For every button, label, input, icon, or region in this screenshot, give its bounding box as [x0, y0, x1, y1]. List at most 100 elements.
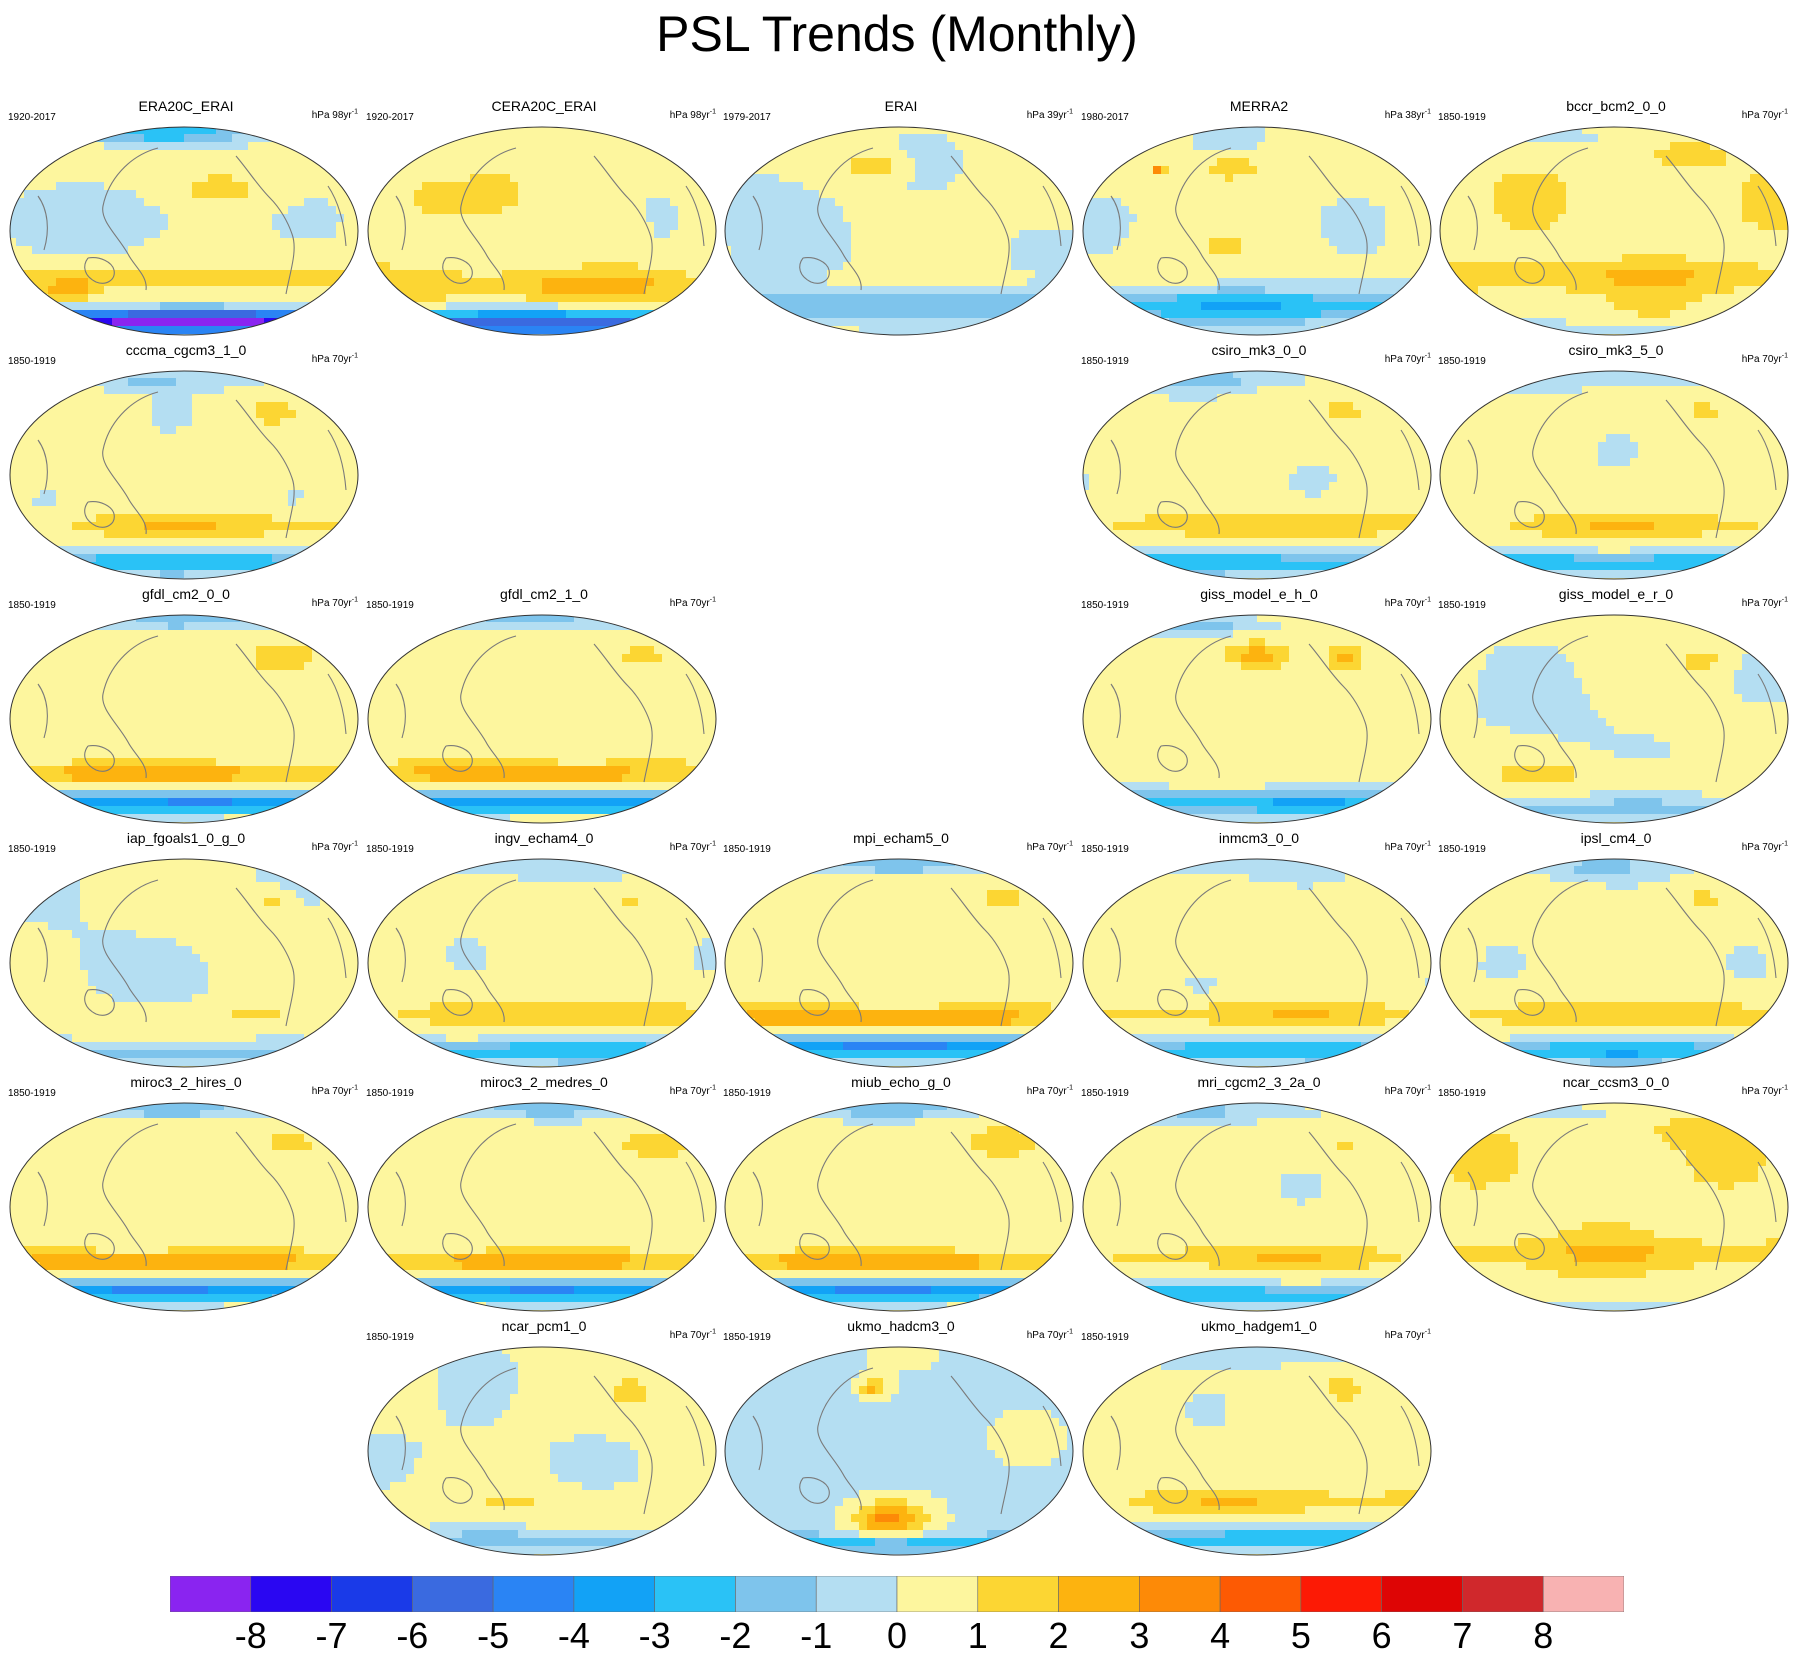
trend-map	[1439, 370, 1789, 580]
trend-field	[10, 859, 358, 1067]
colorbar-swatch	[654, 1575, 736, 1613]
trend-map	[367, 614, 717, 824]
panel-period: 1850-1919	[1081, 1332, 1129, 1344]
map-border	[9, 1102, 359, 1312]
map-border	[1082, 1102, 1432, 1312]
map-panel-ukmo_hadgem1_0: ukmo_hadgem1_0 1850-1919 hPa 70yr-1	[1081, 1318, 1437, 1556]
chart-title: PSL Trends (Monthly)	[0, 4, 1794, 64]
map-panel-mpi_echam5_0: mpi_echam5_0 1850-1919 hPa 70yr-1	[723, 830, 1079, 1068]
panel-units: hPa 70yr-1	[312, 597, 358, 610]
panel-units: hPa 70yr-1	[670, 1329, 716, 1342]
colorbar-tick-label: -1	[776, 1614, 856, 1658]
panel-title: gfdl_cm2_1_0	[366, 586, 722, 602]
panel-period: 1920-2017	[366, 112, 414, 124]
map-border	[9, 126, 359, 336]
trend-map	[1082, 1102, 1432, 1312]
colorbar-swatch	[1462, 1575, 1544, 1613]
panel-units: hPa 70yr-1	[1385, 353, 1431, 366]
map-panel-gfdl_cm2_0_0: gfdl_cm2_0_0 1850-1919 hPa 70yr-1	[8, 586, 364, 824]
panel-title: giss_model_e_h_0	[1081, 586, 1437, 602]
map-border	[724, 1346, 1074, 1556]
panel-title: ERA20C_ERAI	[8, 98, 364, 114]
colorbar-tick-label: -6	[372, 1614, 452, 1658]
trend-map	[9, 1102, 359, 1312]
panel-units: hPa 70yr-1	[1742, 841, 1788, 854]
panel-title: ncar_ccsm3_0_0	[1438, 1074, 1794, 1090]
colorbar-swatch	[1542, 1575, 1625, 1613]
panel-units: hPa 70yr-1	[1385, 1085, 1431, 1098]
trend-map	[1439, 858, 1789, 1068]
panel-period: 1850-1919	[8, 356, 56, 368]
colorbar-swatch	[492, 1575, 575, 1613]
panel-period: 1850-1919	[723, 1088, 771, 1100]
panel-units: hPa 38yr-1	[1385, 109, 1431, 122]
panel-units: hPa 70yr-1	[1742, 597, 1788, 610]
panel-title: miroc3_2_hires_0	[8, 1074, 364, 1090]
panel-units: hPa 98yr-1	[312, 109, 358, 122]
map-border	[367, 1346, 717, 1556]
panel-title: gfdl_cm2_0_0	[8, 586, 364, 602]
map-border	[9, 858, 359, 1068]
colorbar-tick-label: -8	[211, 1614, 291, 1658]
map-border	[367, 126, 717, 336]
map-panel-ncar_ccsm3_0_0: ncar_ccsm3_0_0 1850-1919 hPa 70yr-1	[1438, 1074, 1794, 1312]
map-border	[367, 858, 717, 1068]
panel-period: 1850-1919	[723, 1332, 771, 1344]
panel-title: ukmo_hadcm3_0	[723, 1318, 1079, 1334]
panel-period: 1850-1919	[1438, 844, 1486, 856]
panel-period: 1850-1919	[1438, 112, 1486, 124]
map-panel-inmcm3_0_0: inmcm3_0_0 1850-1919 hPa 70yr-1	[1081, 830, 1437, 1068]
map-panel-ncar_pcm1_0: ncar_pcm1_0 1850-1919 hPa 70yr-1	[366, 1318, 722, 1556]
panel-units: hPa 98yr-1	[670, 109, 716, 122]
colorbar	[169, 1575, 1625, 1613]
trend-map	[367, 1346, 717, 1556]
colorbar-tick-label: 2	[1019, 1614, 1099, 1658]
map-border	[1439, 370, 1789, 580]
colorbar-swatch	[250, 1575, 332, 1613]
map-panel-giss_model_e_h_0: giss_model_e_h_0 1850-1919 hPa 70yr-1	[1081, 586, 1437, 824]
panel-units: hPa 70yr-1	[1027, 841, 1073, 854]
trend-map	[1439, 126, 1789, 336]
map-panel-ingv_echam4_0: ingv_echam4_0 1850-1919 hPa 70yr-1	[366, 830, 722, 1068]
colorbar-tick-label: -7	[292, 1614, 372, 1658]
map-border	[1439, 614, 1789, 824]
trend-map	[367, 858, 717, 1068]
colorbar-tick-label: -5	[453, 1614, 533, 1658]
trend-map	[1082, 1346, 1432, 1556]
panel-units: hPa 70yr-1	[1742, 353, 1788, 366]
colorbar-tick-label: 3	[1099, 1614, 1179, 1658]
panel-period: 1850-1919	[1438, 1088, 1486, 1100]
trend-map	[1082, 126, 1432, 336]
colorbar-tick-label: 7	[1422, 1614, 1502, 1658]
trend-map	[724, 1346, 1074, 1556]
map-border	[9, 614, 359, 824]
map-panel-csiro_mk3_0_0: csiro_mk3_0_0 1850-1919 hPa 70yr-1	[1081, 342, 1437, 580]
trend-map	[9, 858, 359, 1068]
trend-map	[9, 126, 359, 336]
colorbar-tick-label: -4	[534, 1614, 614, 1658]
panel-period: 1980-2017	[1081, 112, 1129, 124]
map-panel-ukmo_hadcm3_0: ukmo_hadcm3_0 1850-1919 hPa 70yr-1	[723, 1318, 1079, 1556]
panel-period: 1850-1919	[366, 600, 414, 612]
colorbar-swatch	[735, 1575, 817, 1613]
colorbar-swatch	[1300, 1575, 1382, 1613]
map-border	[367, 1102, 717, 1312]
map-border	[1439, 126, 1789, 336]
trend-map	[724, 858, 1074, 1068]
panel-units: hPa 70yr-1	[670, 841, 716, 854]
panel-title: miub_echo_g_0	[723, 1074, 1079, 1090]
panel-period: 1850-1919	[366, 1332, 414, 1344]
trend-map	[1082, 858, 1432, 1068]
panel-title: mpi_echam5_0	[723, 830, 1079, 846]
colorbar-swatch	[412, 1575, 494, 1613]
trend-map	[367, 1102, 717, 1312]
map-panel-gfdl_cm2_1_0: gfdl_cm2_1_0 1850-1919 hPa 70yr-1	[366, 586, 722, 824]
colorbar-swatch	[896, 1575, 979, 1613]
panel-units: hPa 70yr-1	[670, 597, 716, 610]
map-border	[1082, 858, 1432, 1068]
trend-map	[1439, 614, 1789, 824]
panel-period: 1850-1919	[8, 600, 56, 612]
colorbar-tick-label: 6	[1342, 1614, 1422, 1658]
panel-title: ukmo_hadgem1_0	[1081, 1318, 1437, 1334]
colorbar-swatch	[331, 1575, 413, 1613]
